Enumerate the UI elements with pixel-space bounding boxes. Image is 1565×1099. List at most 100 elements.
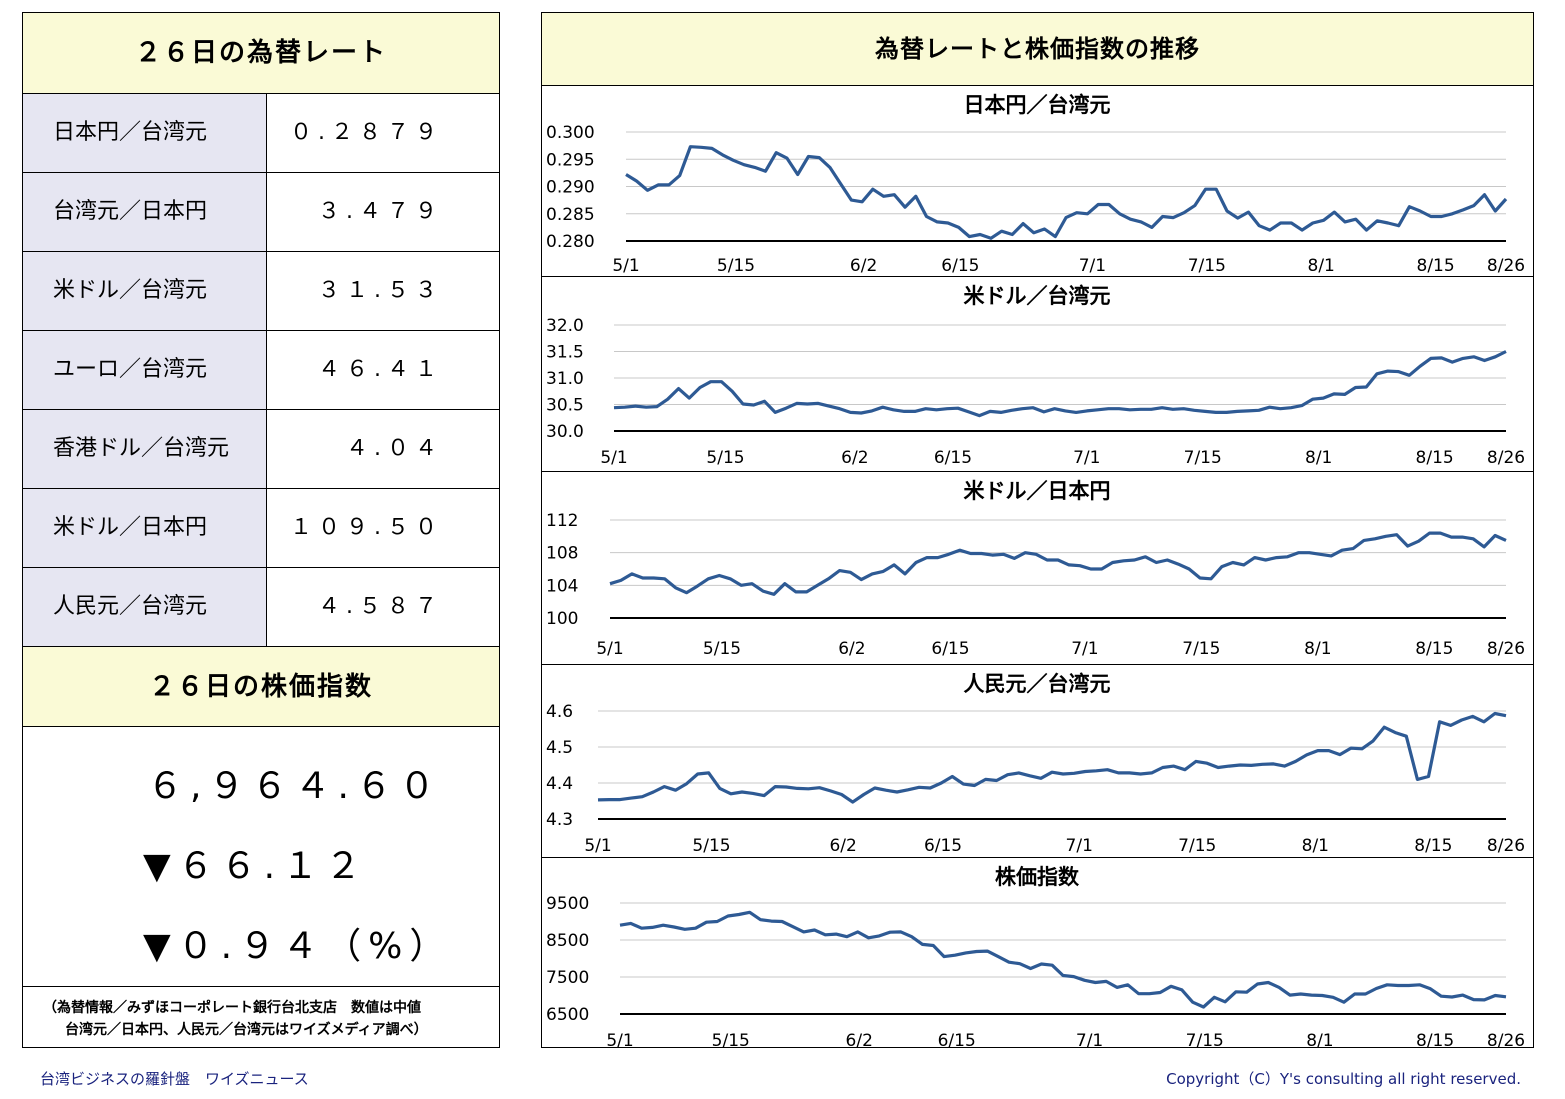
x-tick-label: 7/15 [1186, 1031, 1224, 1048]
y-tick-label: 104 [546, 576, 578, 596]
rate-row: 米ドル／日本円 １０９.５０ [23, 488, 499, 567]
rate-name: ユーロ／台湾元 [23, 331, 267, 409]
x-tick-label: 7/1 [1066, 836, 1093, 856]
x-tick-label: 6/15 [924, 836, 962, 856]
stock-index-value: ６,９６４.６０ [147, 766, 442, 807]
x-tick-label: 8/15 [1417, 256, 1455, 276]
x-tick-label: 8/15 [1415, 639, 1453, 659]
x-tick-label: 8/26 [1487, 1031, 1525, 1048]
chart-1: 日本円／台湾元 0.300 0.295 0.290 0.285 0.280 5/1 5/15 6… [546, 93, 1525, 276]
y-tick-label: 31.0 [546, 369, 584, 389]
x-tick-label: 8/15 [1416, 448, 1454, 468]
rate-name: 米ドル／台湾元 [23, 252, 267, 330]
rate-panel: ２６日の為替レート 日本円／台湾元 ０.２８７９ 台湾元／日本円 ３.４７９ 米ドル／台… [22, 12, 500, 1048]
chart-title: 米ドル／日本円 [964, 479, 1111, 503]
y-tick-label: 32.0 [546, 316, 584, 336]
y-tick-label: 7500 [546, 968, 589, 988]
stock-change: ▼６６.１２ [143, 846, 369, 887]
x-tick-label: 7/1 [1071, 639, 1098, 659]
rate-value: ４.５８７ [318, 594, 443, 619]
x-tick-label: 6/2 [841, 448, 868, 468]
y-tick-label: 8500 [546, 931, 589, 951]
rate-row: 米ドル／台湾元 ３１.５３ [23, 251, 499, 330]
x-tick-label: 7/15 [1182, 639, 1220, 659]
x-tick-label: 8/1 [1305, 448, 1332, 468]
y-tick-label: 4.6 [546, 702, 573, 722]
x-tick-label: 5/1 [600, 448, 627, 468]
x-tick-label: 7/15 [1188, 256, 1226, 276]
source-note: （為替情報／みずほコーポレート銀行台北支店 数値は中値 台湾元／日本円、人民元／… [23, 986, 499, 1050]
y-tick-label: 112 [546, 511, 578, 531]
x-tick-label: 5/15 [717, 256, 755, 276]
x-tick-label: 7/1 [1076, 1031, 1103, 1048]
rate-value: １０９.５０ [290, 515, 443, 540]
y-tick-label: 4.4 [546, 774, 573, 794]
rate-row: 香港ドル／台湾元 ４.０４ [23, 409, 499, 488]
x-tick-label: 6/2 [829, 836, 856, 856]
rate-row: ユーロ／台湾元 ４６.４１ [23, 330, 499, 409]
series-line [609, 531, 1507, 596]
rate-name: 米ドル／日本円 [23, 489, 267, 567]
x-tick-label: 7/15 [1178, 836, 1216, 856]
x-tick-label: 8/15 [1416, 1031, 1454, 1048]
stock-change-percent: ▼０.９４（%） [143, 926, 453, 967]
y-tick-label: 6500 [546, 1005, 589, 1025]
x-tick-label: 5/1 [606, 1031, 633, 1048]
x-tick-label: 6/15 [931, 639, 969, 659]
x-tick-label: 5/15 [703, 639, 741, 659]
chart-2: 米ドル／台湾元 32.0 31.5 31.0 30.5 30.0 5/1 5/15 6/2 6/1… [542, 276, 1533, 468]
chart-title: 米ドル／台湾元 [964, 284, 1111, 308]
rate-row: 台湾元／日本円 ３.４７９ [23, 172, 499, 251]
x-tick-label: 8/1 [1308, 256, 1335, 276]
y-tick-label: 30.0 [546, 422, 584, 442]
chart-title: 日本円／台湾元 [964, 93, 1111, 117]
charts-panel-title: 為替レートと株価指数の推移 [542, 13, 1533, 86]
x-tick-label: 6/15 [941, 256, 979, 276]
y-tick-label: 100 [546, 609, 578, 629]
x-tick-label: 5/1 [584, 836, 611, 856]
chart-3: 米ドル／日本円 112 108 104 100 5/1 5/15 6/2 6/15 7/1 7/15… [542, 471, 1533, 659]
y-tick-label: 0.285 [546, 205, 595, 225]
source-note-line2: 台湾元／日本円、人民元／台湾元はワイズメディア調べ） [65, 1022, 428, 1038]
y-tick-label: 0.290 [546, 178, 595, 198]
x-tick-label: 7/1 [1073, 448, 1100, 468]
y-tick-label: 4.3 [546, 810, 573, 830]
rate-name: 人民元／台湾元 [23, 568, 267, 646]
y-tick-label: 0.300 [546, 123, 595, 143]
x-tick-label: 6/15 [934, 448, 972, 468]
charts-svg: 日本円／台湾元 0.300 0.295 0.290 0.285 0.280 5/1 5/15 6… [542, 93, 1533, 1048]
x-tick-label: 5/15 [706, 448, 744, 468]
series-line [625, 145, 1508, 240]
charts-panel: 為替レートと株価指数の推移 日本円／台湾元 0.300 0.295 0.290 0.28… [541, 12, 1534, 1048]
x-tick-label: 6/15 [938, 1031, 976, 1048]
x-tick-label: 8/26 [1487, 836, 1525, 856]
rate-name: 香港ドル／台湾元 [23, 410, 267, 488]
x-tick-label: 8/1 [1302, 836, 1329, 856]
x-tick-label: 6/2 [838, 639, 865, 659]
stock-values: ６,９６４.６０ ▼６６.１２ ▼０.９４（%） [23, 726, 499, 986]
x-tick-label: 8/1 [1306, 1031, 1333, 1048]
x-tick-label: 8/26 [1487, 448, 1525, 468]
series-line [597, 711, 1507, 804]
x-tick-label: 7/15 [1184, 448, 1222, 468]
x-tick-label: 6/2 [850, 256, 877, 276]
source-note-line1: （為替情報／みずほコーポレート銀行台北支店 数値は中値 [43, 1000, 421, 1016]
rate-value: ０.２８７９ [290, 120, 443, 145]
chart-title: 株価指数 [995, 865, 1080, 889]
y-tick-label: 108 [546, 544, 578, 564]
rate-row: 日本円／台湾元 ０.２８７９ [23, 93, 499, 172]
y-tick-label: 4.5 [546, 738, 573, 758]
chart-title: 人民元／台湾元 [964, 672, 1111, 696]
rate-name: 日本円／台湾元 [23, 94, 267, 172]
x-tick-label: 8/26 [1487, 639, 1525, 659]
x-tick-label: 5/15 [712, 1031, 750, 1048]
rate-value: ３.４７９ [318, 199, 443, 224]
y-tick-label: 31.5 [546, 343, 584, 363]
series-line [619, 910, 1507, 1009]
y-tick-label: 0.280 [546, 232, 595, 252]
x-tick-label: 7/1 [1079, 256, 1106, 276]
y-tick-label: 0.295 [546, 150, 595, 170]
x-tick-label: 5/1 [612, 256, 639, 276]
rate-value: ４.０４ [346, 436, 443, 461]
rate-value: ３１.５３ [318, 278, 443, 303]
